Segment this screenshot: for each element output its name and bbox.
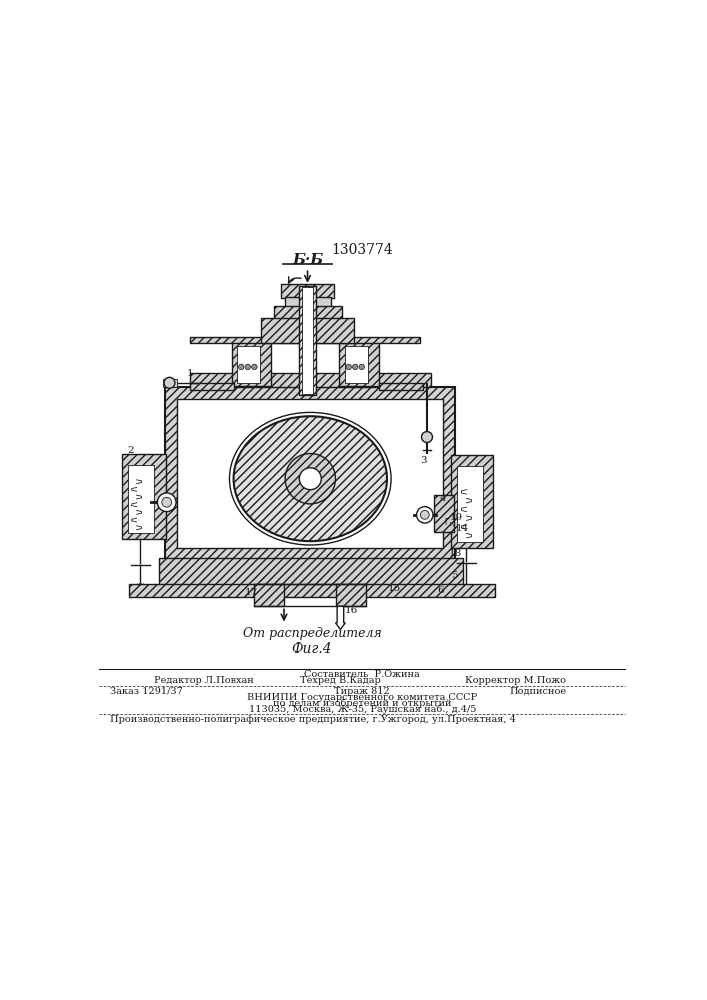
Bar <box>189 373 431 387</box>
Text: по делам изобретений и открытий: по делам изобретений и открытий <box>273 699 452 708</box>
Bar <box>433 495 455 532</box>
Circle shape <box>162 497 172 507</box>
Circle shape <box>359 364 365 370</box>
Text: 17: 17 <box>245 588 258 597</box>
Circle shape <box>245 364 250 370</box>
Bar <box>128 465 154 533</box>
Text: Тираж 812: Тираж 812 <box>334 687 390 696</box>
Text: Подписное: Подписное <box>509 687 566 696</box>
Text: Фиг.4: Фиг.4 <box>291 642 332 656</box>
Text: 113035, Москва, Ж-35, Раушская наб., д.4/5: 113035, Москва, Ж-35, Раушская наб., д.4… <box>249 704 476 714</box>
Text: $\Gamma_{19}$: $\Gamma_{19}$ <box>443 516 457 529</box>
Bar <box>254 584 284 606</box>
Circle shape <box>158 493 176 512</box>
Text: 14: 14 <box>455 524 469 533</box>
Text: Составитель  Р.Ожина: Составитель Р.Ожина <box>305 670 420 679</box>
Bar <box>302 287 313 394</box>
Circle shape <box>252 364 257 370</box>
Bar <box>336 584 366 606</box>
Bar <box>261 318 354 343</box>
Bar <box>284 297 331 307</box>
Text: 6: 6 <box>437 586 443 595</box>
Text: 5: 5 <box>451 571 457 580</box>
Circle shape <box>164 377 175 388</box>
Bar <box>165 387 455 560</box>
Text: Корректор М.Пожо: Корректор М.Пожо <box>465 676 566 685</box>
Text: Производственно-полиграфическое предприятие, г.Ужгород, ул.Проектная, 4: Производственно-полиграфическое предприя… <box>110 715 516 724</box>
Bar <box>339 342 379 386</box>
Circle shape <box>238 364 244 370</box>
Text: 2: 2 <box>128 446 134 455</box>
Bar <box>189 337 420 343</box>
Text: Техред В.Кадар: Техред В.Кадар <box>300 676 381 685</box>
Text: От распределителя: От распределителя <box>243 627 381 640</box>
Circle shape <box>285 453 336 504</box>
Bar <box>238 346 260 383</box>
Bar <box>177 399 443 548</box>
Bar <box>457 466 483 542</box>
Text: 3: 3 <box>421 456 427 465</box>
Bar <box>129 584 496 597</box>
FancyArrow shape <box>336 606 345 629</box>
Bar <box>232 342 271 386</box>
Bar <box>379 383 423 390</box>
Bar <box>451 455 493 548</box>
Text: 1: 1 <box>187 369 193 378</box>
Circle shape <box>299 468 321 490</box>
Text: 18: 18 <box>449 549 462 558</box>
Bar <box>122 454 166 539</box>
Bar <box>274 306 341 320</box>
Text: 4: 4 <box>440 494 447 503</box>
Bar <box>345 346 368 383</box>
Bar <box>281 284 334 298</box>
Text: Заказ 1291/37: Заказ 1291/37 <box>110 687 183 696</box>
Text: 1303774: 1303774 <box>332 243 393 257</box>
Bar <box>163 379 177 387</box>
Circle shape <box>421 510 429 519</box>
Text: 19: 19 <box>450 513 463 522</box>
Bar <box>189 383 233 390</box>
Text: ВНИИПИ Государственного комитета СССР: ВНИИПИ Государственного комитета СССР <box>247 693 477 702</box>
Bar <box>158 558 462 586</box>
Circle shape <box>346 364 351 370</box>
Text: 15: 15 <box>387 584 401 593</box>
Ellipse shape <box>233 416 387 541</box>
Circle shape <box>353 364 358 370</box>
Circle shape <box>416 507 433 523</box>
Text: Редактор Л.Повхан: Редактор Л.Повхан <box>154 676 254 685</box>
Text: 16: 16 <box>345 606 358 615</box>
Text: Б·Б: Б·Б <box>292 253 323 267</box>
Circle shape <box>421 432 433 443</box>
Bar <box>299 286 316 395</box>
